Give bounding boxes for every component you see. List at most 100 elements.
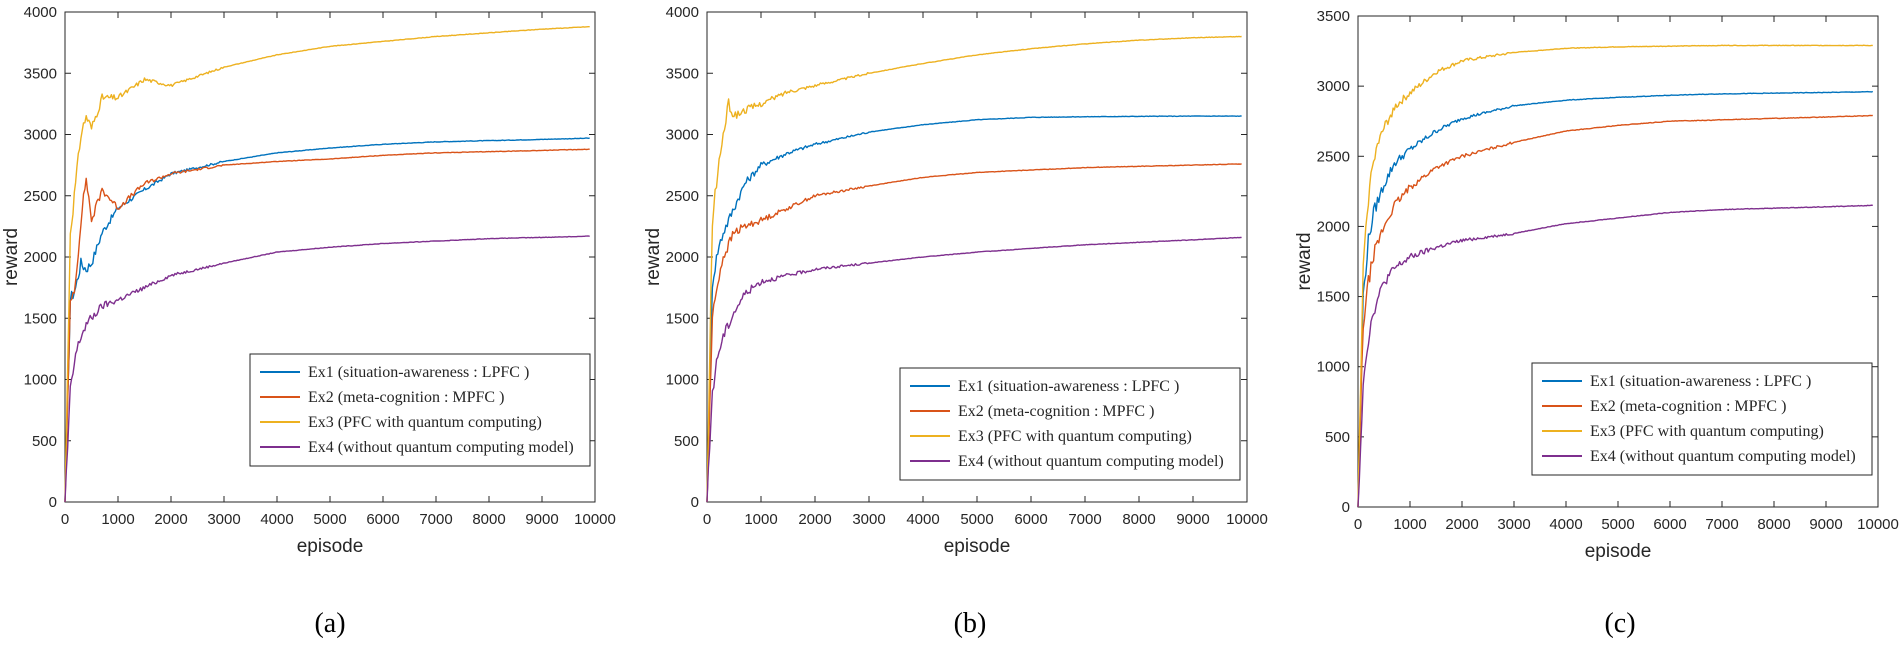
- x-tick-label: 6000: [1653, 516, 1686, 533]
- x-tick-label: 2000: [154, 511, 187, 528]
- y-tick-label: 1000: [1317, 359, 1350, 376]
- y-tick-label: 3000: [1317, 78, 1350, 95]
- y-tick-label: 3000: [24, 127, 57, 144]
- legend-entry-ex3: Ex3 (PFC with quantum computing): [1590, 423, 1824, 440]
- x-axis-label: episode: [1585, 541, 1652, 562]
- x-tick-label: 9000: [1176, 511, 1209, 528]
- legend: Ex1 (situation-awareness : LPFC ) Ex2 (me…: [1531, 362, 1873, 476]
- x-tick-label: 5000: [313, 511, 346, 528]
- series-line-ex2: [706, 163, 1242, 503]
- y-tick-label: 3000: [666, 127, 699, 144]
- series-line-ex4: [706, 236, 1242, 503]
- y-tick-label: 500: [32, 433, 57, 450]
- series-line-ex4: [1357, 204, 1873, 508]
- legend-entry-ex2: Ex2 (meta-cognition : MPFC ): [958, 403, 1154, 420]
- legend-entry-ex4: Ex4 (without quantum computing model): [958, 453, 1224, 470]
- series-line-ex3: [64, 26, 590, 503]
- series-line-ex2: [64, 148, 590, 503]
- x-tick-label: 4000: [1549, 516, 1582, 533]
- y-tick-label: 4000: [666, 4, 699, 21]
- y-tick-label: 2000: [24, 249, 57, 266]
- legend-entry-ex3: Ex3 (PFC with quantum computing): [308, 414, 542, 431]
- y-tick-label: 2000: [1317, 218, 1350, 235]
- y-tick-label: 0: [1342, 499, 1350, 516]
- x-tick-label: 10000: [1857, 516, 1899, 533]
- x-axis-label: episode: [944, 536, 1011, 557]
- panel-a: 0 1000 2000 3000 4000 5000 6000 7000 8000 9000 100…: [1, 4, 616, 639]
- legend-entry-ex3: Ex3 (PFC with quantum computing): [958, 428, 1192, 445]
- legend-entry-ex1: Ex1 (situation-awareness : LPFC ): [1590, 373, 1811, 390]
- y-tick-label: 2000: [666, 249, 699, 266]
- y-tick-label: 3500: [1317, 8, 1350, 25]
- x-tick-label: 4000: [260, 511, 293, 528]
- x-tick-label: 4000: [906, 511, 939, 528]
- y-tick-label: 4000: [24, 4, 57, 21]
- x-tick-label: 0: [61, 511, 69, 528]
- y-tick-label: 0: [49, 494, 57, 511]
- y-tick-label: 2500: [24, 188, 57, 205]
- x-tick-label: 2000: [798, 511, 831, 528]
- y-tick-label: 500: [1325, 429, 1350, 446]
- panel-caption: (a): [314, 608, 345, 639]
- y-axis-label: reward: [1294, 232, 1315, 290]
- x-tick-label: 8000: [472, 511, 505, 528]
- series-line-ex4: [64, 235, 590, 503]
- x-tick-label: 1000: [744, 511, 777, 528]
- x-tick-label: 0: [703, 511, 711, 528]
- x-tick-label: 7000: [1705, 516, 1738, 533]
- x-tick-label: 6000: [1014, 511, 1047, 528]
- legend-entry-ex4: Ex4 (without quantum computing model): [308, 439, 574, 456]
- legend-box: [1531, 362, 1873, 476]
- x-tick-label: 7000: [1068, 511, 1101, 528]
- legend-entry-ex2: Ex2 (meta-cognition : MPFC ): [1590, 398, 1786, 415]
- y-tick-label: 3500: [24, 65, 57, 82]
- legend-entry-ex4: Ex4 (without quantum computing model): [1590, 448, 1856, 465]
- y-tick-label: 500: [674, 433, 699, 450]
- x-tick-label: 7000: [419, 511, 452, 528]
- x-tick-label: 10000: [574, 511, 616, 528]
- x-tick-label: 3000: [1497, 516, 1530, 533]
- y-tick-label: 1000: [24, 372, 57, 389]
- y-tick-label: 1500: [1317, 289, 1350, 306]
- legend: Ex1 (situation-awareness : LPFC ) Ex2 (me…: [899, 367, 1241, 481]
- x-tick-label: 10000: [1226, 511, 1268, 528]
- x-tick-label: 9000: [525, 511, 558, 528]
- x-tick-label: 0: [1354, 516, 1362, 533]
- x-tick-label: 1000: [1393, 516, 1426, 533]
- y-tick-label: 2500: [1317, 148, 1350, 165]
- x-tick-label: 8000: [1122, 511, 1155, 528]
- y-tick-label: 1500: [666, 310, 699, 327]
- legend: Ex1 (situation-awareness : LPFC ) Ex2 (me…: [249, 353, 591, 467]
- panel-caption: (c): [1604, 608, 1635, 639]
- x-tick-label: 3000: [207, 511, 240, 528]
- y-tick-label: 2500: [666, 188, 699, 205]
- panel-b: 0 1000 2000 3000 4000 5000 6000 7000 8000 9000 100…: [643, 4, 1268, 639]
- x-tick-label: 6000: [366, 511, 399, 528]
- x-tick-label: 2000: [1445, 516, 1478, 533]
- x-tick-label: 8000: [1757, 516, 1790, 533]
- legend-entry-ex1: Ex1 (situation-awareness : LPFC ): [958, 378, 1179, 395]
- x-tick-label: 5000: [960, 511, 993, 528]
- y-tick-label: 3500: [666, 65, 699, 82]
- y-tick-label: 1500: [24, 310, 57, 327]
- legend-box: [249, 353, 591, 467]
- y-tick-label: 0: [691, 494, 699, 511]
- y-axis-label: reward: [1, 228, 22, 286]
- series-line-ex1: [1357, 90, 1874, 508]
- series-line-ex3: [706, 35, 1242, 503]
- x-tick-label: 5000: [1601, 516, 1634, 533]
- panel-c: 0 1000 2000 3000 4000 5000 6000 7000 8000 9000 100…: [1294, 8, 1899, 639]
- series-line-ex1: [64, 137, 590, 503]
- x-tick-label: 3000: [852, 511, 885, 528]
- x-tick-label: 1000: [101, 511, 134, 528]
- series-line-ex3: [1357, 44, 1873, 508]
- series-line-ex1: [706, 115, 1242, 503]
- x-tick-label: 9000: [1809, 516, 1842, 533]
- legend-entry-ex2: Ex2 (meta-cognition : MPFC ): [308, 389, 504, 406]
- legend-entry-ex1: Ex1 (situation-awareness : LPFC ): [308, 364, 529, 381]
- series-line-ex2: [1357, 114, 1873, 508]
- y-axis-label: reward: [643, 228, 664, 286]
- x-axis-label: episode: [297, 536, 364, 557]
- panel-caption: (b): [954, 608, 987, 639]
